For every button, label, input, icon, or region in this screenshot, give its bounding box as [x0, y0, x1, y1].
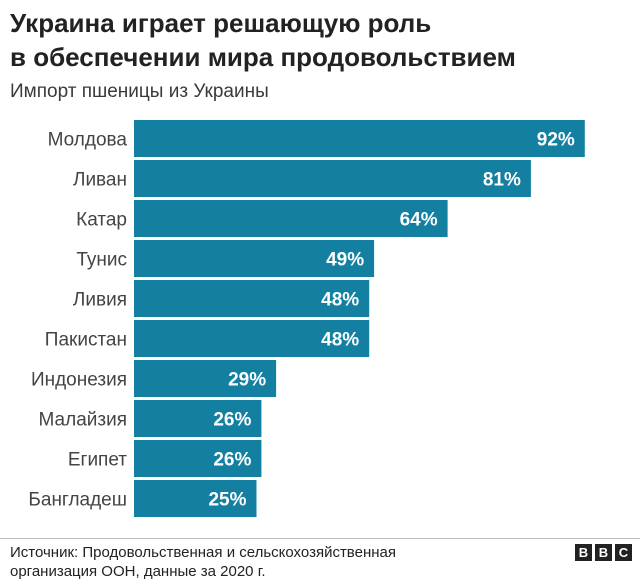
bar-6	[134, 320, 370, 357]
value-label: 26%	[213, 410, 251, 431]
value-label: 25%	[208, 490, 246, 511]
category-label: Пакистан	[45, 330, 127, 351]
bar-9	[134, 440, 262, 477]
value-label: 49%	[326, 250, 364, 271]
value-label: 92%	[537, 130, 575, 151]
value-label: 48%	[321, 330, 359, 351]
bar-8	[134, 400, 262, 437]
category-label: Бангладеш	[28, 490, 127, 511]
chart-title: Украина играет решающую роль в обеспечен…	[10, 6, 630, 74]
bar-3	[134, 200, 448, 237]
bar-7	[134, 360, 277, 397]
bar-4	[134, 240, 375, 277]
bar-1	[134, 120, 585, 157]
source-line-2: организация ООН, данные за 2020 г.	[10, 563, 266, 580]
category-label: Египет	[68, 450, 127, 471]
logo-letter-b1: B	[575, 544, 592, 561]
bar-2	[134, 160, 531, 197]
category-label: Тунис	[76, 250, 127, 271]
source-line-1: Источник: Продовольственная и сельскохоз…	[10, 544, 396, 561]
category-label: Индонезия	[31, 370, 127, 391]
logo-letter-b2: B	[595, 544, 612, 561]
value-label: 29%	[228, 370, 266, 391]
bar-10	[134, 480, 257, 517]
chart-subtitle: Импорт пшеницы из Украины	[10, 81, 269, 102]
bar-chart: Молдова 92% Ливан 81% Катар 64% Тунис 49% Ливия 4…	[28, 120, 585, 517]
category-label: Ливан	[73, 170, 127, 191]
value-label: 81%	[483, 170, 521, 191]
category-label: Катар	[76, 210, 127, 231]
value-label: 26%	[213, 450, 251, 471]
bbc-logo: B B C	[575, 544, 632, 561]
chart-title-line-1: Украина играет решающую роль	[10, 8, 432, 38]
value-label: 64%	[400, 210, 438, 231]
chart-title-line-2: в обеспечении мира продовольствием	[10, 42, 516, 72]
category-label: Ливия	[73, 290, 127, 311]
value-label: 48%	[321, 290, 359, 311]
category-label: Молдова	[48, 130, 128, 151]
bar-5	[134, 280, 370, 317]
category-label: Малайзия	[39, 410, 128, 431]
logo-letter-c: C	[615, 544, 632, 561]
footer-divider	[0, 538, 640, 539]
source-note: Источник: Продовольственная и сельскохоз…	[10, 543, 490, 581]
bars-group: Молдова 92% Ливан 81% Катар 64% Тунис 49% Ливия 4…	[28, 120, 585, 517]
